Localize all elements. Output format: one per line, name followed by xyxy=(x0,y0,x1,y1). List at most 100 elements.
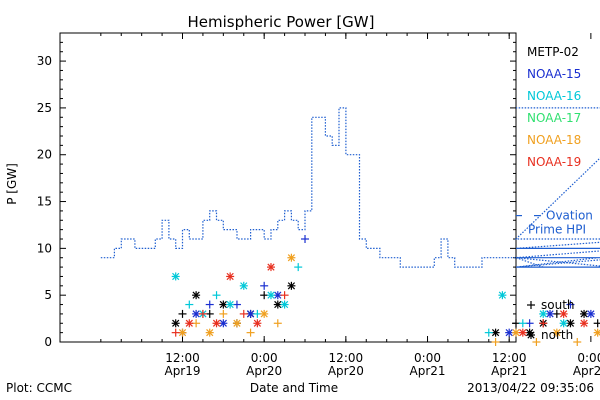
noaa-16-north-point xyxy=(171,272,180,281)
metp-02-north-point-d2 xyxy=(566,319,575,327)
noaa-18-north-point xyxy=(552,328,561,337)
legend-noaa-16: NOAA-16 xyxy=(527,89,581,103)
noaa-18-south-point xyxy=(532,338,541,346)
noaa-18-north-point xyxy=(593,328,600,337)
footer-right: 2013/04/22 09:35:06 xyxy=(467,381,594,395)
metp-02-north-point-d2 xyxy=(491,329,500,337)
legend-metp-02: METP-02 xyxy=(527,45,579,59)
noaa-19-south-point xyxy=(198,309,207,318)
noaa-15-north-point xyxy=(505,328,514,337)
plot-area: 05101520253012:00Apr190:00Apr2012:00Apr2… xyxy=(37,32,600,378)
y-tick-label: 0 xyxy=(44,335,52,349)
legend: METP-02 NOAA-15 NOAA-16 NOAA-17 NOAA-18 NOAA-… xyxy=(516,45,593,342)
y-tick-label: 30 xyxy=(37,54,52,68)
noaa-18-south-point xyxy=(192,319,201,328)
metp-02-north-point xyxy=(566,319,575,328)
noaa-19-north-point xyxy=(559,309,568,318)
legend-noaa-18: NOAA-18 xyxy=(527,133,581,147)
noaa-16-north-point-d2 xyxy=(240,282,248,290)
noaa-19-north-point-d2 xyxy=(226,272,234,281)
noaa-19-north-point-d2 xyxy=(580,319,588,327)
noaa-18-north-point-d2 xyxy=(178,329,187,337)
metp-02-south-point xyxy=(512,319,520,328)
noaa-16-north-point xyxy=(559,319,568,328)
noaa-19-north-point-d2 xyxy=(253,319,261,327)
noaa-16-north-point xyxy=(239,281,248,290)
noaa-15-north-point xyxy=(273,291,282,300)
noaa-16-north-point xyxy=(226,300,235,309)
noaa-18-north-point xyxy=(205,328,214,337)
noaa-16-north-point xyxy=(539,309,548,318)
noaa-18-north-point-d2 xyxy=(512,329,520,337)
noaa-16-north-point xyxy=(498,291,507,300)
noaa-18-north-point xyxy=(178,328,187,337)
noaa-19-north-point xyxy=(185,319,194,328)
noaa-18-north-point-d2 xyxy=(287,254,296,262)
metp-02-north-point-d2 xyxy=(274,300,282,309)
x-tick-date: Apr21 xyxy=(410,364,446,378)
noaa-19-north-point xyxy=(253,319,262,328)
noaa-15-south-point xyxy=(232,300,241,309)
noaa-19-north-point-d2 xyxy=(560,310,568,318)
x-tick-date: Apr22 xyxy=(573,364,600,378)
y-tick-label: 15 xyxy=(37,195,52,209)
metp-02-south-point xyxy=(593,319,600,328)
noaa-18-south-point xyxy=(246,328,255,337)
y-tick-label: 20 xyxy=(37,148,52,162)
noaa-19-north-point xyxy=(212,319,221,328)
x-tick-date: Apr20 xyxy=(246,364,282,378)
metp-02-north-point xyxy=(491,328,500,337)
noaa-18-south-point xyxy=(573,338,582,346)
noaa-16-south-point xyxy=(212,291,221,300)
x-tick-date: Apr21 xyxy=(491,364,527,378)
noaa-15-north-point xyxy=(546,309,555,318)
noaa-15-north-point xyxy=(586,309,595,318)
noaa-16-north-point-d2 xyxy=(172,272,180,281)
y-tick-label: 10 xyxy=(37,241,52,255)
noaa-15-north-point-d2 xyxy=(246,310,255,318)
noaa-15-north-point-d2 xyxy=(274,291,282,299)
plot-frame xyxy=(59,32,517,343)
noaa-16-north-point-d2 xyxy=(498,291,507,299)
y-axis-label: P [GW] xyxy=(5,163,19,205)
legend-north-label: north xyxy=(541,328,573,342)
noaa-18-north-point-d2 xyxy=(233,319,241,327)
noaa-15-north-point-d2 xyxy=(219,319,227,327)
noaa-18-north-point-d2 xyxy=(206,329,214,337)
footer-left: Plot: CCMC xyxy=(6,381,72,395)
noaa-15-north-point-d2 xyxy=(587,310,595,318)
noaa-15-north-point xyxy=(219,319,228,328)
noaa-19-south-point xyxy=(239,309,248,318)
noaa-16-north-point-d2 xyxy=(560,319,568,327)
noaa-16-south-point xyxy=(518,319,527,328)
noaa-18-north-point-d2 xyxy=(260,310,268,318)
metp-02-north-point xyxy=(171,319,180,328)
noaa-16-south-point xyxy=(484,328,493,337)
metp-02-north-point-d2 xyxy=(172,319,180,327)
noaa-18-south-point xyxy=(491,338,500,346)
x-tick-date: Apr20 xyxy=(328,364,364,378)
metp-02-south-point xyxy=(552,309,561,318)
noaa-15-north-point-d2 xyxy=(546,310,554,318)
noaa-16-south-point xyxy=(294,263,303,272)
noaa-18-north-point xyxy=(260,309,269,318)
noaa-16-north-point xyxy=(280,300,289,309)
chart-title: Hemispheric Power [GW] xyxy=(188,13,375,31)
legend-noaa-15: NOAA-15 xyxy=(527,67,581,81)
legend-north-marker-d2 xyxy=(527,331,535,339)
x-tick-time: 0:00 xyxy=(414,351,441,365)
noaa-18-south-point xyxy=(273,319,282,328)
metp-02-north-point-d2 xyxy=(580,310,588,318)
noaa-15-south-point xyxy=(566,300,575,309)
x-tick-time: 0:00 xyxy=(577,351,600,365)
legend-noaa-17: NOAA-17 xyxy=(527,111,581,125)
noaa-19-north-point xyxy=(580,319,589,328)
noaa-15-north-point-d2 xyxy=(505,329,513,337)
x-tick-time: 12:00 xyxy=(492,351,527,365)
noaa-18-north-point-d2 xyxy=(553,329,561,337)
metp-02-north-point xyxy=(273,300,282,309)
noaa-19-south-point xyxy=(280,291,289,300)
metp-02-north-point xyxy=(219,300,228,309)
